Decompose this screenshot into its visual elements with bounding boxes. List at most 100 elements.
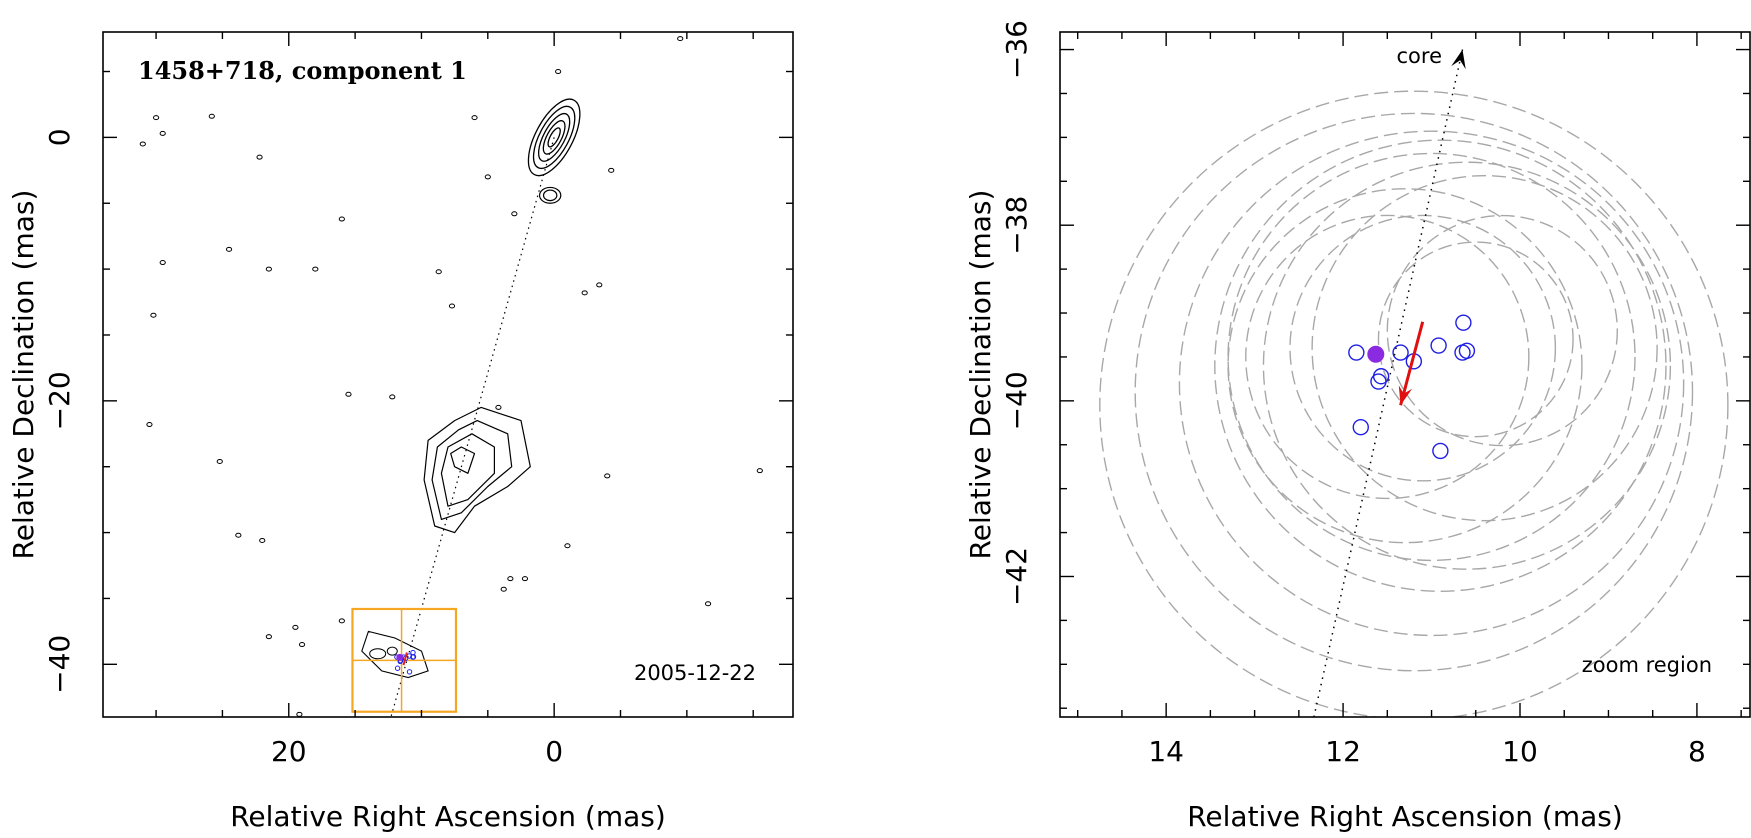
uncertainty-circle — [1289, 214, 1557, 482]
knot-contour — [542, 189, 558, 202]
jet-contour — [423, 406, 531, 534]
component-contour — [361, 630, 429, 679]
motion-vector-arrowhead — [1398, 385, 1413, 406]
left-plot-area — [139, 36, 763, 717]
noise-contour — [471, 115, 478, 121]
core-contour — [547, 127, 561, 148]
noise-contour — [507, 576, 514, 582]
uncertainty-circle — [1099, 90, 1729, 717]
left-axes: 20 0 0 −20 −40 — [43, 32, 793, 768]
component-marker-filled — [396, 653, 404, 661]
noise-contour — [435, 269, 442, 275]
noise-contour — [677, 36, 684, 42]
noise-contour — [704, 601, 712, 607]
uncertainty-circle — [1386, 214, 1619, 447]
noise-contour — [448, 303, 456, 309]
y-tick-label: −40 — [43, 635, 76, 694]
left-ylabel: Relative Declination (mas) — [7, 190, 40, 560]
noise-contour — [345, 391, 352, 397]
noise-contour — [521, 576, 529, 582]
component-marker-open — [406, 669, 413, 675]
component-marker-open — [410, 654, 417, 660]
open-position-marker — [1455, 314, 1472, 331]
jet-contour — [431, 420, 513, 520]
right-chart: 14 12 10 8 −36 −38 −40 −42 core zoom region Rel… — [964, 20, 1751, 833]
noise-contour — [298, 642, 306, 648]
noise-contour — [208, 113, 215, 119]
knot-contour — [538, 186, 562, 204]
noise-contour — [495, 404, 502, 410]
x-tick-label: 10 — [1502, 735, 1538, 768]
noise-contour — [139, 141, 146, 147]
noise-contour — [338, 216, 345, 222]
motion-vector — [1399, 321, 1425, 406]
filled-position-marker — [1367, 345, 1385, 363]
noise-contour — [511, 211, 518, 217]
noise-contour — [235, 532, 242, 538]
noise-contour — [312, 266, 319, 272]
noise-contour — [256, 154, 263, 160]
zoom-region-label: zoom region — [1582, 653, 1712, 677]
noise-contour — [150, 312, 157, 318]
component-contour — [369, 648, 387, 660]
noise-contour — [389, 394, 396, 400]
noise-contour — [265, 634, 272, 640]
open-position-marker — [1430, 337, 1447, 354]
noise-contour — [338, 618, 345, 624]
y-tick-label: −38 — [1000, 196, 1033, 255]
open-position-marker — [1392, 344, 1409, 361]
right-plot-area — [1099, 49, 1729, 717]
uncertainty-circle — [1178, 130, 1685, 637]
open-position-marker — [1370, 373, 1387, 390]
uncertainty-circle — [1227, 152, 1636, 562]
right-ylabel: Relative Declination (mas) — [964, 190, 997, 560]
right-axes: 14 12 10 8 −36 −38 −40 −42 — [1000, 20, 1750, 768]
uncertainty-circle — [1227, 188, 1583, 544]
noise-contour — [259, 537, 266, 543]
x-tick-label: 20 — [271, 735, 307, 768]
jet-contour — [450, 446, 476, 474]
noise-contour — [225, 246, 233, 252]
uncertainty-circle — [1214, 139, 1667, 592]
noise-contour — [296, 711, 303, 717]
core-contour — [527, 98, 581, 177]
jet-axis-line — [390, 137, 555, 717]
left-overlay — [351, 607, 458, 713]
noise-contour — [484, 174, 491, 180]
core-contour — [542, 120, 566, 155]
uncertainty-circle — [1262, 161, 1672, 570]
core-contour — [537, 112, 571, 162]
noise-contour — [564, 543, 571, 549]
noise-contour — [581, 290, 588, 296]
right-xlabel: Relative Right Ascension (mas) — [1187, 800, 1623, 833]
left-chart: 20 0 0 −20 −40 1458+718, component 1 2005-12… — [7, 31, 794, 833]
left-xlabel: Relative Right Ascension (mas) — [230, 800, 666, 833]
left-plot-frame — [102, 31, 794, 718]
open-position-marker — [1348, 344, 1365, 361]
motion-vector-small — [402, 652, 408, 666]
uncertainty-circle — [1377, 241, 1574, 438]
noise-contour — [604, 473, 611, 479]
y-tick-label: −42 — [1000, 547, 1033, 606]
x-tick-label: 0 — [545, 735, 563, 768]
uncertainty-circle — [1245, 214, 1530, 500]
y-tick-label: −36 — [1000, 20, 1033, 79]
uncertainty-circle — [1134, 112, 1694, 672]
y-tick-label: 0 — [43, 128, 76, 146]
open-position-marker — [1458, 342, 1476, 359]
right-plot-frame — [1059, 31, 1751, 718]
epoch-label: 2005-12-22 — [634, 661, 756, 685]
noise-contour — [216, 458, 223, 464]
noise-contour — [596, 282, 603, 288]
core-contour — [532, 105, 576, 170]
component-contour — [386, 646, 398, 656]
y-tick-label: −40 — [1000, 371, 1033, 430]
noise-contour — [555, 69, 562, 75]
noise-contour — [756, 468, 763, 474]
open-position-marker — [1432, 442, 1449, 460]
noise-contour — [159, 260, 166, 266]
core-arrowhead — [1451, 49, 1466, 70]
noise-contour — [146, 422, 153, 428]
open-position-marker — [1352, 418, 1369, 436]
